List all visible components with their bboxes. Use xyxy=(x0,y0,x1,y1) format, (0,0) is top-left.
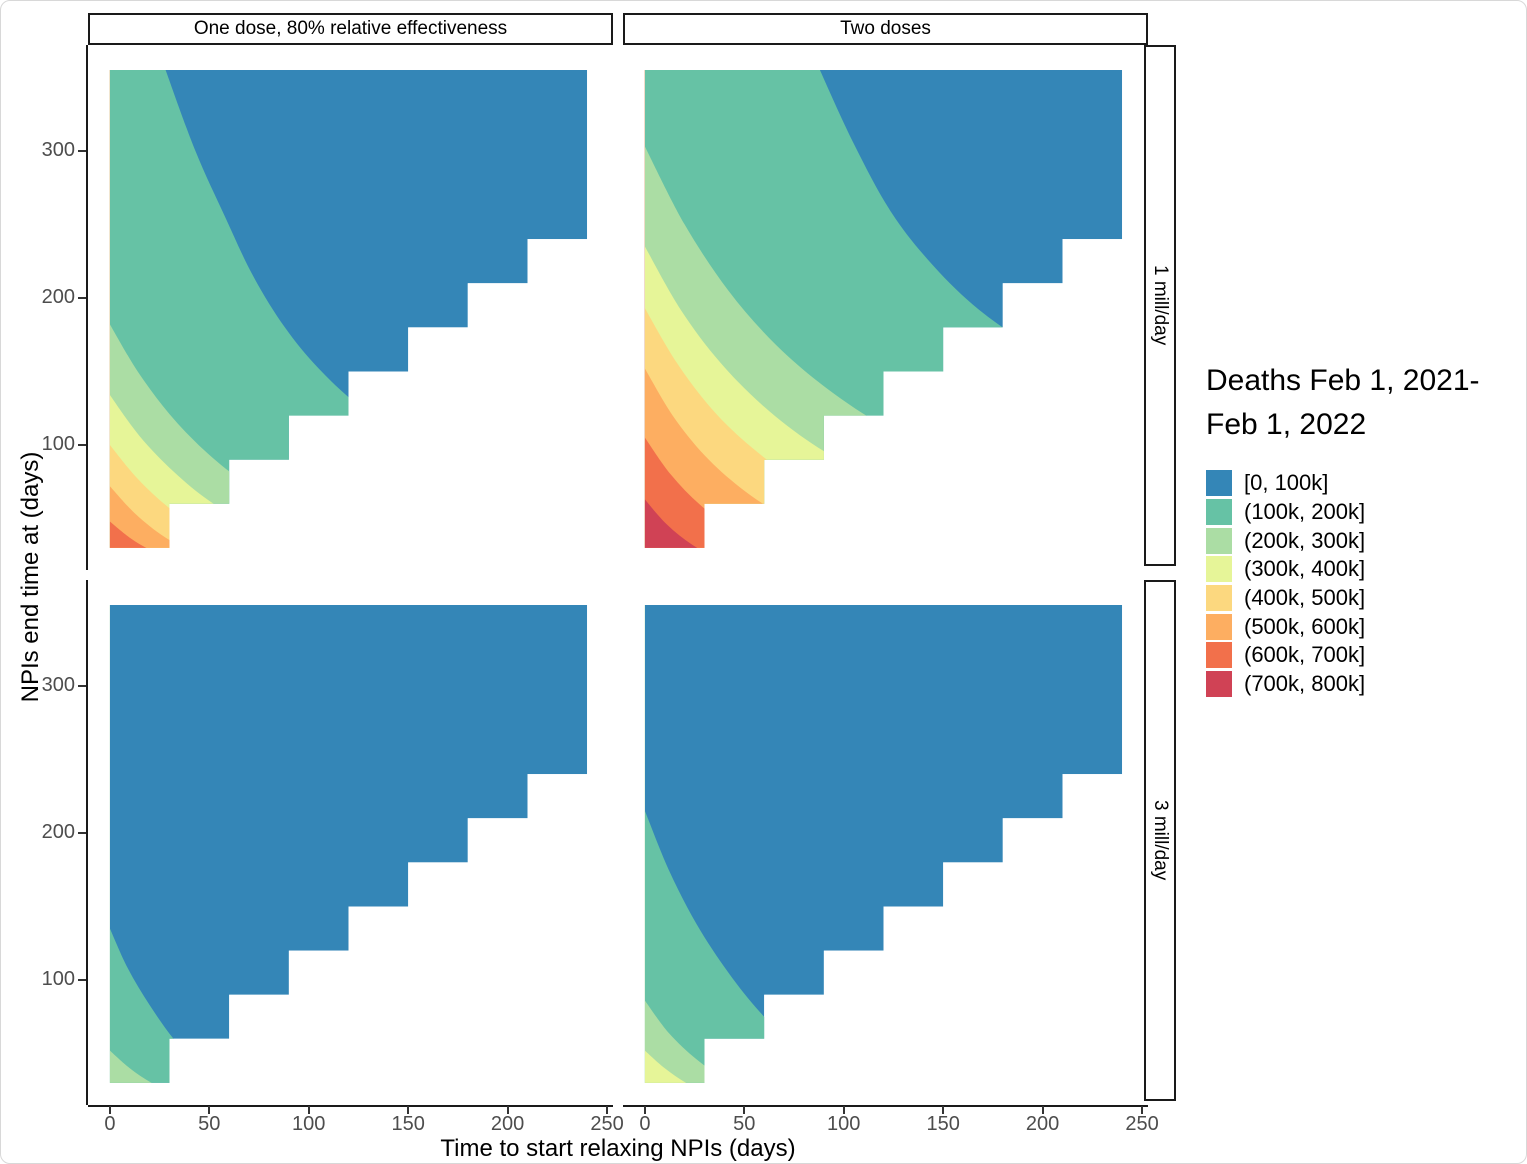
x-tick-mark xyxy=(942,1106,945,1114)
legend-label: (400k, 500k] xyxy=(1244,585,1366,611)
legend-label: [0, 100k] xyxy=(1244,470,1329,496)
y-tick-label: 100 xyxy=(41,433,75,455)
facet-row-label-1-mill: 1 mill/day xyxy=(1150,265,1171,346)
band-base-bottom_left xyxy=(109,605,588,1083)
x-tick-mark xyxy=(108,1106,111,1114)
legend-swatch xyxy=(1206,671,1232,698)
x-tick-label: 0 xyxy=(104,1113,116,1135)
y-tick-label: 200 xyxy=(41,820,75,843)
facet-row-label-3-mill: 3 mill/day xyxy=(1150,800,1171,881)
x-tick-mark xyxy=(1141,1106,1144,1114)
x-tick-label: 150 xyxy=(391,1113,425,1135)
contour-plot-bottom-left xyxy=(109,605,588,1083)
x-tick-label: 250 xyxy=(590,1113,624,1135)
legend-item: (500k, 600k] xyxy=(1206,612,1526,641)
legend-label: (300k, 400k] xyxy=(1244,556,1366,582)
x-axis-line-right-panel xyxy=(623,1105,1148,1107)
x-tick-mark xyxy=(643,1106,646,1114)
x-tick-label: 200 xyxy=(1025,1113,1060,1135)
facet-row-strip-3-mill: 3 mill/day xyxy=(1144,580,1176,1101)
facet-row-strip-1-mill: 1 mill/day xyxy=(1144,45,1176,566)
legend-label: (600k, 700k] xyxy=(1244,642,1366,668)
x-tick-label: 0 xyxy=(639,1113,651,1135)
y-tick-mark xyxy=(78,444,86,446)
legend-item: (300k, 400k] xyxy=(1206,555,1526,584)
legend-label: (200k, 300k] xyxy=(1244,527,1366,553)
x-axis-line-left-panel xyxy=(88,1105,613,1107)
legend-items: [0, 100k] (100k, 200k] (200k, 300k] (300k, … xyxy=(1206,469,1526,699)
x-tick-label: 100 xyxy=(292,1113,326,1135)
x-tick-mark xyxy=(606,1106,609,1114)
y-axis-line-bottom-row xyxy=(86,580,88,1105)
facet-col-strip-one-dose: One dose, 80% relative effectiveness xyxy=(88,13,613,45)
facet-col-strip-two-doses: Two doses xyxy=(623,13,1148,45)
x-tick-mark xyxy=(208,1106,211,1114)
x-axis-title: Time to start relaxing NPIs (days) xyxy=(440,1135,796,1162)
panel-bottom-left xyxy=(88,580,613,1105)
legend-item: [0, 100k] xyxy=(1206,469,1526,498)
x-tick-mark xyxy=(307,1106,310,1114)
y-tick-mark xyxy=(78,831,86,834)
band-top_right-(100k, 200k] xyxy=(644,70,1123,548)
y-tick-label: 300 xyxy=(41,673,75,696)
legend-swatch xyxy=(1206,556,1232,583)
legend-title-line1: Deaths Feb 1, 2021- xyxy=(1206,364,1480,397)
y-tick-label: 200 xyxy=(41,285,75,308)
x-tick-label: 50 xyxy=(198,1113,221,1135)
legend-item: (200k, 300k] xyxy=(1206,526,1526,555)
contour-plot-top-left xyxy=(109,70,588,548)
x-tick-label: 150 xyxy=(926,1113,960,1135)
y-axis-title: NPIs end time at (days) xyxy=(17,451,44,703)
legend-label: (100k, 200k] xyxy=(1244,499,1366,525)
band-top_left-(100k, 200k] xyxy=(109,70,588,548)
legend-swatch xyxy=(1206,470,1232,497)
x-tick-mark xyxy=(407,1106,410,1114)
x-tick-mark xyxy=(1041,1106,1044,1114)
facet-col-label-two-doses: Two doses xyxy=(840,18,931,39)
legend-title-line2: Feb 1, 2022 xyxy=(1206,408,1367,441)
x-tick-mark xyxy=(743,1106,746,1114)
legend-swatch xyxy=(1206,499,1232,526)
legend: Deaths Feb 1, 2021- Feb 1, 2022 [0, 100k… xyxy=(1206,359,1526,699)
contour-plot-bottom-right xyxy=(644,605,1123,1083)
x-tick-label: 250 xyxy=(1125,1113,1159,1135)
x-tick-label: 100 xyxy=(827,1113,861,1135)
legend-swatch xyxy=(1206,613,1232,640)
legend-item: (600k, 700k] xyxy=(1206,641,1526,670)
legend-label: (700k, 800k] xyxy=(1244,671,1366,697)
y-tick-label: 300 xyxy=(41,138,75,161)
legend-item: (100k, 200k] xyxy=(1206,498,1526,527)
panel-bottom-right xyxy=(623,580,1148,1105)
legend-swatch xyxy=(1206,527,1232,554)
contour-plot-top-right xyxy=(644,70,1123,548)
y-tick-label: 100 xyxy=(41,968,75,990)
panel-top-left xyxy=(88,45,613,570)
y-axis-line-top-row xyxy=(86,45,88,570)
facet-col-label-one-dose: One dose, 80% relative effectiveness xyxy=(193,18,508,39)
legend-label: (500k, 600k] xyxy=(1244,613,1366,639)
x-tick-mark xyxy=(506,1106,509,1114)
y-tick-mark xyxy=(78,684,86,687)
legend-item: (700k, 800k] xyxy=(1206,670,1526,699)
x-tick-mark xyxy=(842,1106,845,1114)
legend-title: Deaths Feb 1, 2021- Feb 1, 2022 xyxy=(1206,359,1526,447)
legend-swatch xyxy=(1206,642,1232,669)
y-tick-mark xyxy=(78,296,86,299)
legend-item: (400k, 500k] xyxy=(1206,584,1526,613)
band-base-bottom_right xyxy=(644,605,1123,1083)
legend-swatch xyxy=(1206,585,1232,612)
x-tick-label: 50 xyxy=(733,1113,756,1135)
x-tick-label: 200 xyxy=(490,1113,525,1135)
y-tick-mark xyxy=(78,149,86,152)
panel-top-right xyxy=(623,45,1148,570)
y-tick-mark xyxy=(78,979,86,981)
